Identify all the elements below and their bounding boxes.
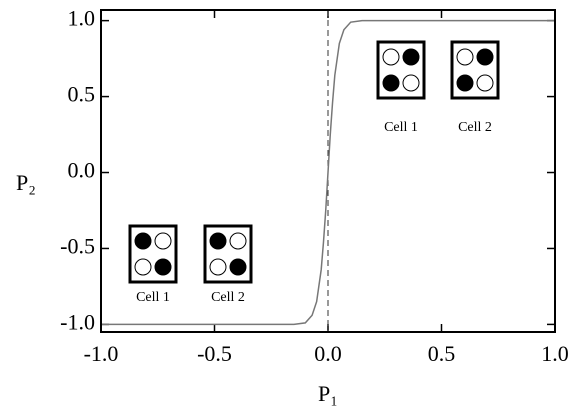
y-tick-label: -0.5 bbox=[60, 234, 95, 259]
x-tick-label: 0.0 bbox=[314, 341, 342, 366]
y-tick-label: -1.0 bbox=[60, 309, 95, 334]
x-tick-label: -0.5 bbox=[197, 341, 232, 366]
dot bbox=[476, 48, 494, 66]
dot bbox=[134, 232, 152, 250]
dot bbox=[209, 258, 227, 276]
dot bbox=[229, 258, 247, 276]
dot bbox=[154, 258, 172, 276]
y-tick-label: 1.0 bbox=[68, 6, 96, 31]
x-tick-label: 0.5 bbox=[428, 341, 456, 366]
dot bbox=[402, 74, 420, 92]
dot bbox=[209, 232, 227, 250]
y-tick-label: 0.5 bbox=[68, 82, 96, 107]
dot bbox=[134, 258, 152, 276]
cell-diagram bbox=[128, 224, 178, 284]
dot bbox=[154, 232, 172, 250]
cell-label: Cell 1 bbox=[384, 120, 418, 135]
dot bbox=[456, 48, 474, 66]
dot bbox=[229, 232, 247, 250]
plot-frame bbox=[100, 9, 556, 333]
dot bbox=[456, 74, 474, 92]
cell-box bbox=[128, 224, 178, 284]
cell-label: Cell 1 bbox=[136, 290, 170, 305]
dot bbox=[382, 48, 400, 66]
cell-box bbox=[203, 224, 253, 284]
cell-box bbox=[376, 40, 426, 100]
dot bbox=[476, 74, 494, 92]
dot bbox=[382, 74, 400, 92]
cell-diagram bbox=[376, 40, 426, 100]
x-tick-label: -1.0 bbox=[84, 341, 119, 366]
x-axis-label: P₁ bbox=[318, 381, 338, 406]
curve bbox=[101, 19, 555, 326]
y-axis-label: P₂ bbox=[16, 170, 36, 195]
cell-diagram bbox=[203, 224, 253, 284]
cell-diagram bbox=[450, 40, 500, 100]
cell-box bbox=[450, 40, 500, 100]
cell-label: Cell 2 bbox=[211, 290, 245, 305]
y-tick-label: 0.0 bbox=[68, 158, 96, 183]
dot bbox=[402, 48, 420, 66]
cell-label: Cell 2 bbox=[458, 120, 492, 135]
x-tick-label: 1.0 bbox=[541, 341, 569, 366]
